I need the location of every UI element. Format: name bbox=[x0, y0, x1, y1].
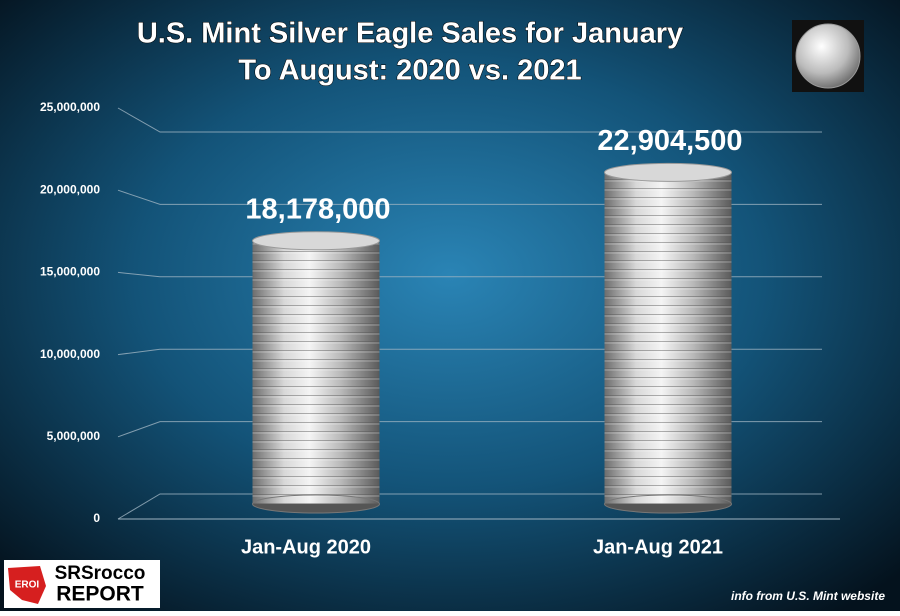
y-tick-label: 0 bbox=[93, 511, 100, 525]
grid-line bbox=[117, 271, 822, 278]
value-label: 22,904,500 bbox=[597, 125, 742, 157]
bar-top bbox=[604, 162, 732, 182]
grid-line bbox=[117, 493, 822, 520]
chart-title: U.S. Mint Silver Eagle Sales for January bbox=[137, 18, 683, 50]
bar-base-front bbox=[252, 494, 380, 514]
y-tick-label: 10,000,000 bbox=[40, 347, 100, 361]
logo-text: SRSrocco bbox=[55, 563, 146, 584]
logo-text: REPORT bbox=[56, 583, 144, 606]
y-tick-label: 15,000,000 bbox=[40, 265, 100, 279]
x-tick-label: Jan-Aug 2021 bbox=[593, 536, 723, 558]
bar-base-front bbox=[604, 494, 732, 514]
bar bbox=[252, 231, 380, 514]
bar bbox=[604, 162, 732, 514]
bar-coins bbox=[604, 172, 732, 504]
grid-line bbox=[117, 348, 822, 356]
grid-line bbox=[117, 107, 822, 133]
grid-line bbox=[117, 421, 822, 438]
chart-title: To August: 2020 vs. 2021 bbox=[238, 55, 581, 87]
grid-line bbox=[117, 189, 822, 205]
y-tick-label: 5,000,000 bbox=[47, 429, 101, 443]
logo-shape bbox=[8, 566, 46, 604]
coin-icon bbox=[795, 23, 861, 89]
y-tick-label: 25,000,000 bbox=[40, 100, 100, 114]
logo: EROI SRSrocco REPORT bbox=[4, 560, 160, 608]
y-tick-label: 20,000,000 bbox=[40, 182, 100, 196]
logo-badge: EROI bbox=[15, 580, 40, 591]
x-tick-label: Jan-Aug 2020 bbox=[241, 536, 371, 558]
source-note: info from U.S. Mint website bbox=[731, 589, 885, 603]
bar-top bbox=[252, 231, 380, 251]
bar-coins bbox=[252, 240, 380, 504]
value-label: 18,178,000 bbox=[245, 193, 390, 225]
